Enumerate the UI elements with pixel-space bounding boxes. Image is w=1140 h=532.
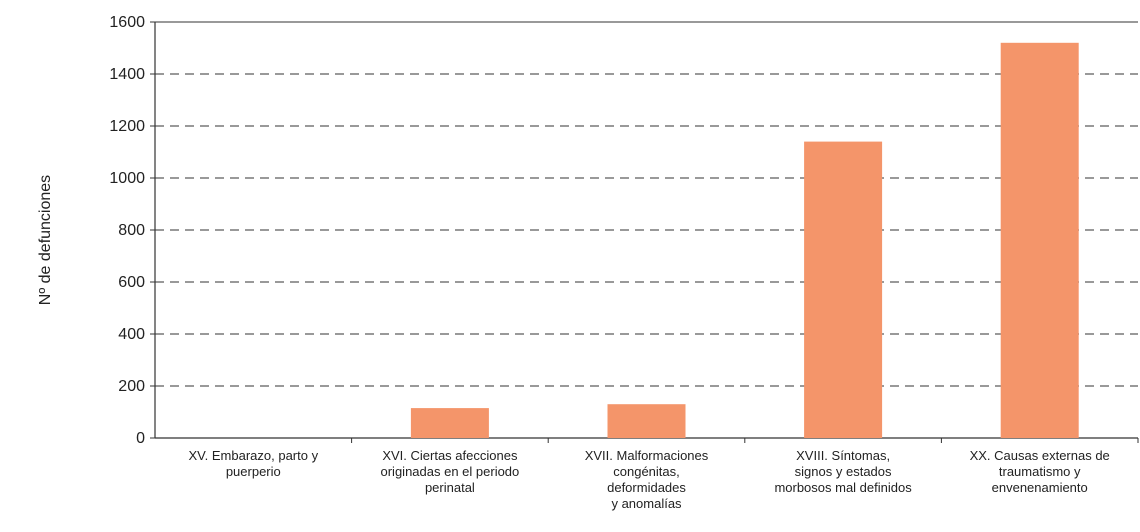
bar: [410, 408, 489, 438]
x-tick-label: XVII. Malformaciones congénitas, deformida…: [585, 448, 709, 511]
y-tick-label: 1600: [109, 14, 145, 31]
bars: [410, 42, 1079, 439]
axes: [154, 21, 1138, 439]
y-tick-label: 400: [118, 326, 145, 343]
x-tick-label: XX. Causas externas de traumatismo y enven…: [970, 448, 1110, 495]
bar: [804, 141, 883, 438]
x-tick-label: XVI. Ciertas afecciones originadas en el …: [381, 448, 520, 495]
y-tick-label: 0: [136, 430, 145, 447]
bar: [1000, 42, 1079, 439]
y-tick-label: 1000: [109, 170, 145, 187]
y-tick-label: 1200: [109, 118, 145, 135]
x-tick-label: XV. Embarazo, parto y puerperio: [189, 448, 319, 479]
y-axis-title: Nº de defunciones: [37, 175, 54, 305]
bar: [607, 404, 686, 438]
y-tick-label: 800: [118, 222, 145, 239]
y-tick-label: 200: [118, 378, 145, 395]
y-tick-label: 600: [118, 274, 145, 291]
y-tick-labels: 0 200 400 600 800 1000 1200 1400 1600: [109, 14, 155, 447]
y-tick-label: 1400: [109, 66, 145, 83]
x-tick-labels: XV. Embarazo, parto y puerperio XVI. Ciert…: [189, 438, 1139, 511]
gridlines: [155, 73, 1138, 387]
x-tick-label: XVIII. Síntomas, signos y estados morbosos…: [774, 448, 912, 495]
